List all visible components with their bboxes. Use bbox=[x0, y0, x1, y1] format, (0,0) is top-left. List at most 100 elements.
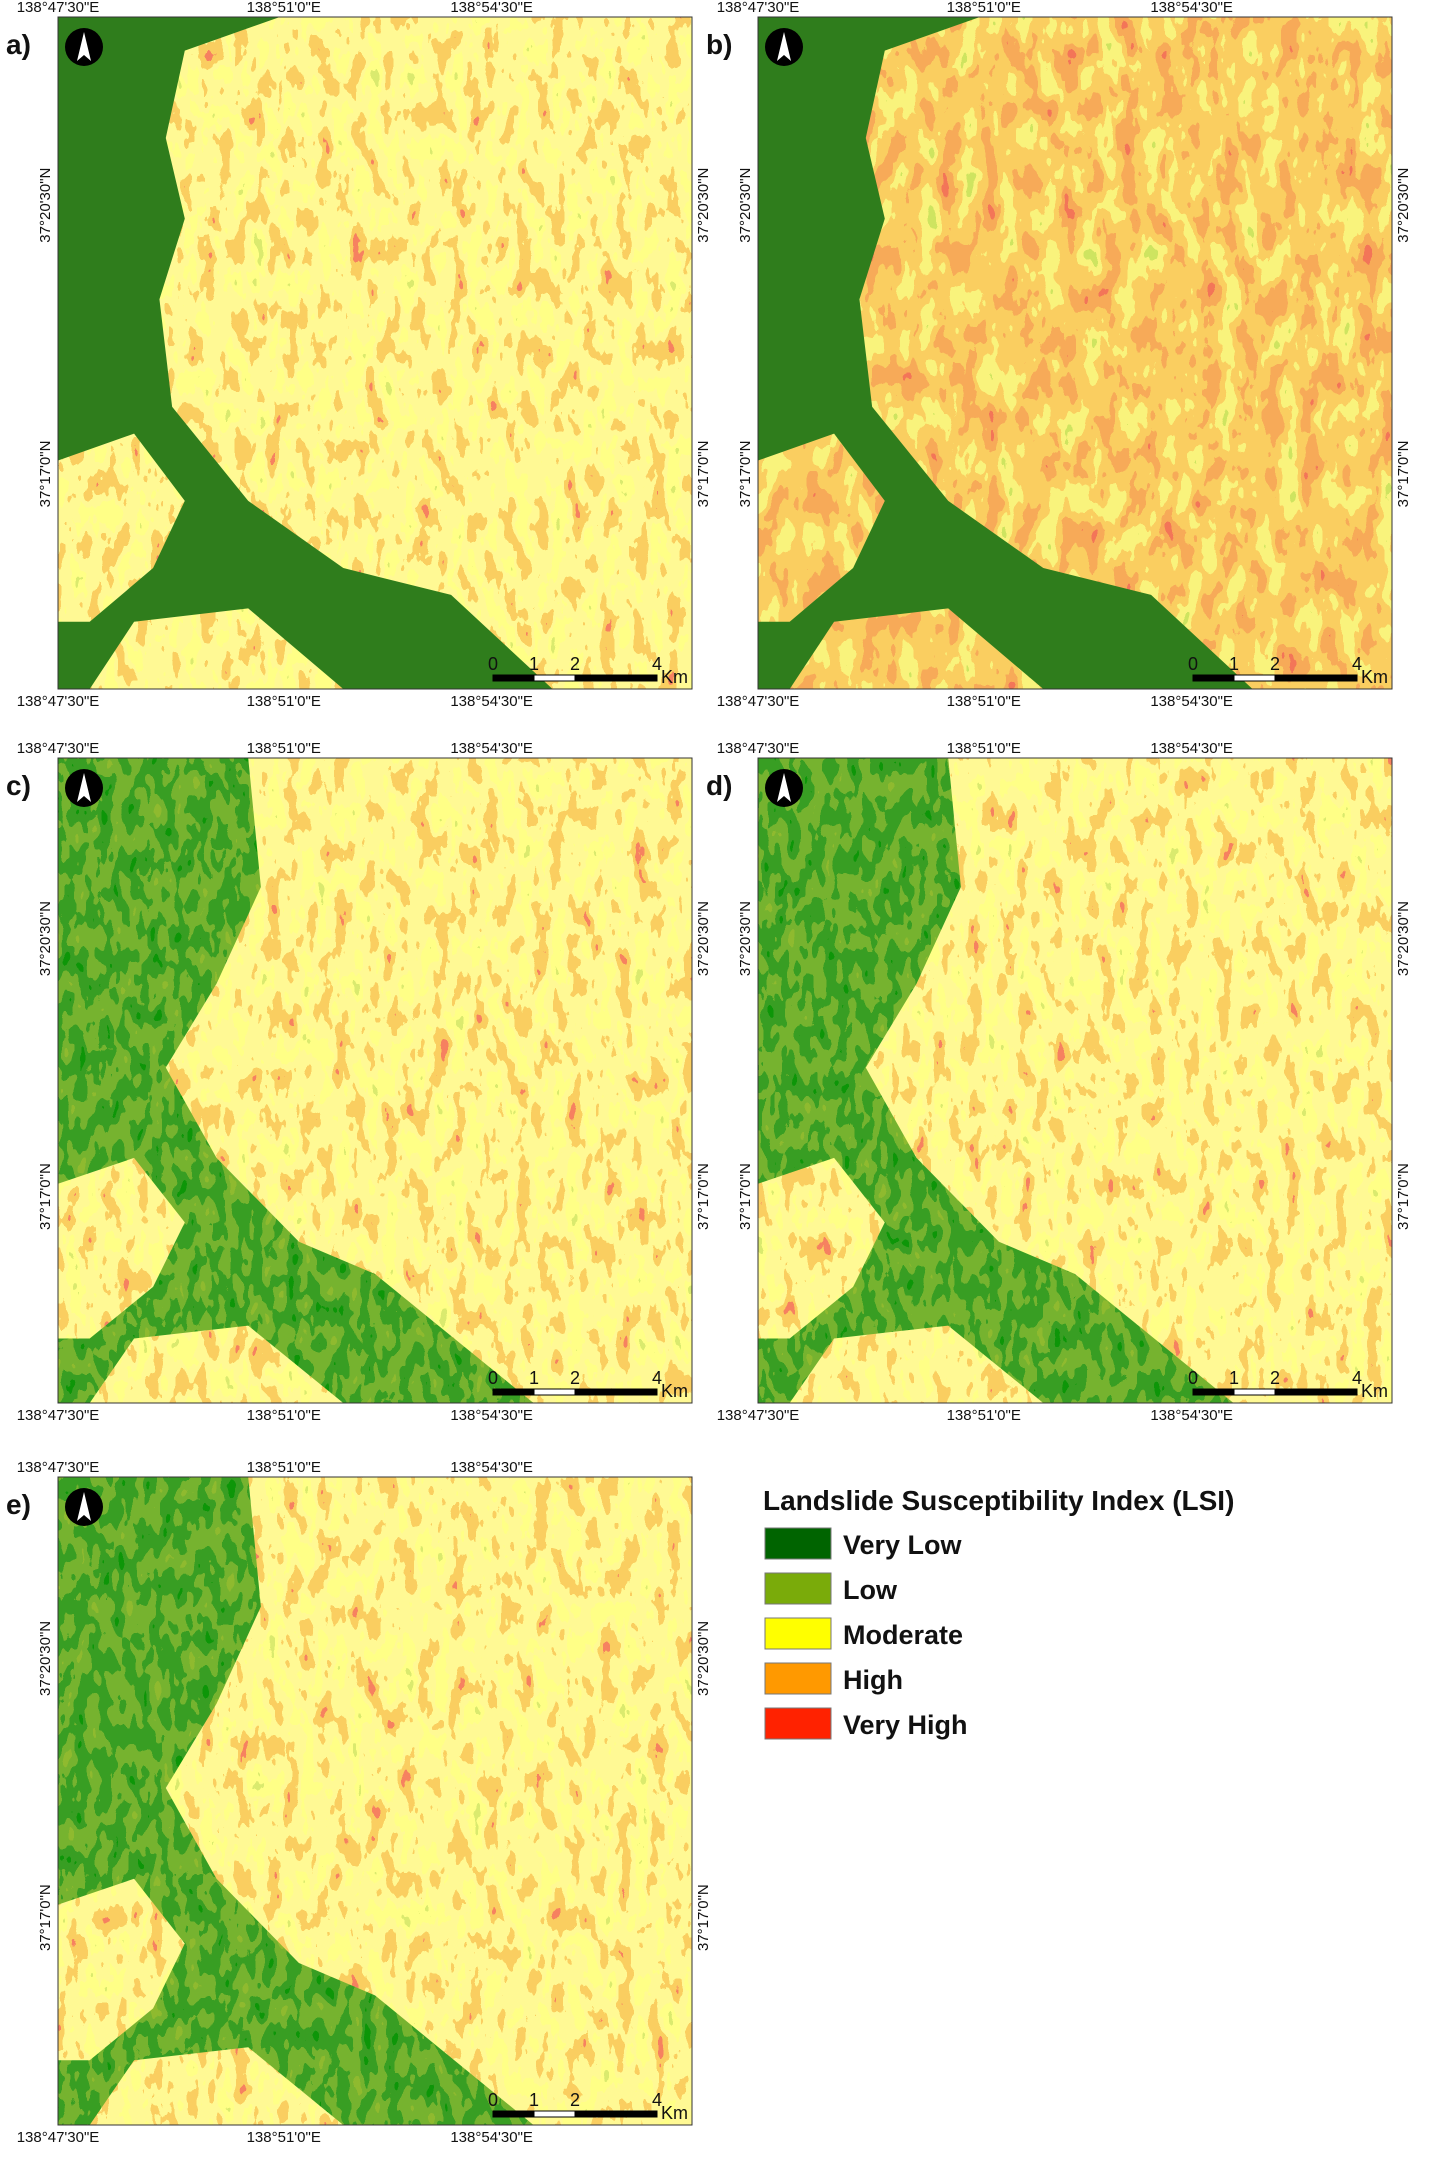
scale-bar-segment bbox=[1274, 674, 1358, 682]
north-arrow bbox=[777, 32, 791, 61]
scale-bar-unit: Km bbox=[1361, 1381, 1388, 1401]
longitude-label: 138°47'30"E bbox=[717, 693, 800, 710]
longitude-label: 138°47'30"E bbox=[17, 1407, 100, 1424]
legend-label: Low bbox=[843, 1575, 898, 1605]
latitude-label: 37°17'0"N bbox=[737, 441, 754, 508]
north-arrow bbox=[77, 773, 91, 802]
legend: Landslide Susceptibility Index (LSI) Very… bbox=[763, 1485, 1234, 1740]
latitude-label: 37°17'0"N bbox=[1395, 441, 1412, 508]
map-frame bbox=[57, 1476, 693, 2126]
latitude-label: 37°17'0"N bbox=[37, 1163, 54, 1230]
panel-label: d) bbox=[706, 770, 732, 801]
longitude-label: 138°51'0"E bbox=[947, 0, 1021, 16]
longitude-label: 138°51'0"E bbox=[247, 693, 321, 710]
map-panel: b) 138°47'30"E 138°47'30"E 138°51'0"E 138°51… bbox=[706, 0, 1412, 710]
longitude-label: 138°47'30"E bbox=[717, 1407, 800, 1424]
latitude-label: 37°17'0"N bbox=[695, 441, 712, 508]
map-frame bbox=[57, 757, 693, 1404]
scale-bar-unit: Km bbox=[1361, 667, 1388, 687]
scale-bar-segment bbox=[533, 1388, 576, 1396]
scale-bar-segment bbox=[1192, 674, 1235, 682]
legend-label: Very High bbox=[843, 1710, 968, 1740]
scale-bar-segment bbox=[574, 674, 658, 682]
legend-label: High bbox=[843, 1665, 903, 1695]
scale-bar-segment bbox=[533, 2110, 576, 2118]
legend-swatch bbox=[764, 1617, 832, 1650]
longitude-label: 138°47'30"E bbox=[717, 0, 800, 16]
latitude-label: 37°20'30"N bbox=[695, 1621, 712, 1696]
map-layers bbox=[58, 1477, 692, 2125]
scale-bar-label: 1 bbox=[529, 1368, 539, 1388]
longitude-label: 138°54'30"E bbox=[450, 693, 533, 710]
longitude-label: 138°51'0"E bbox=[247, 1407, 321, 1424]
latitude-label: 37°20'30"N bbox=[37, 1621, 54, 1696]
north-arrow bbox=[77, 1492, 91, 1521]
legend-label: Moderate bbox=[843, 1620, 963, 1650]
legend-swatch bbox=[764, 1707, 832, 1740]
scale-bar-segment bbox=[533, 674, 576, 682]
panel-label: c) bbox=[6, 770, 31, 801]
longitude-label: 138°54'30"E bbox=[450, 2129, 533, 2146]
scale-bar-label: 4 bbox=[652, 2090, 662, 2110]
longitude-label: 138°54'30"E bbox=[450, 740, 533, 757]
panel-label: e) bbox=[6, 1489, 31, 1520]
legend-swatch bbox=[764, 1662, 832, 1695]
scale-bar-label: 1 bbox=[1229, 654, 1239, 674]
longitude-label: 138°51'0"E bbox=[947, 740, 1021, 757]
map-frame bbox=[757, 757, 1393, 1404]
longitude-label: 138°47'30"E bbox=[717, 740, 800, 757]
latitude-label: 37°17'0"N bbox=[695, 1884, 712, 1951]
scale-bar-label: 4 bbox=[1352, 1368, 1362, 1388]
longitude-label: 138°47'30"E bbox=[17, 0, 100, 16]
scale-bar-unit: Km bbox=[661, 1381, 688, 1401]
scale-bar-label: 4 bbox=[652, 654, 662, 674]
latitude-label: 37°17'0"N bbox=[737, 1163, 754, 1230]
latitude-label: 37°17'0"N bbox=[695, 1163, 712, 1230]
scale-bar-label: 1 bbox=[529, 2090, 539, 2110]
map-layers bbox=[758, 758, 1392, 1403]
scale-bar-label: 0 bbox=[488, 654, 498, 674]
legend-swatch bbox=[764, 1572, 832, 1605]
latitude-label: 37°20'30"N bbox=[1395, 901, 1412, 976]
scale-bar-segment bbox=[574, 2110, 658, 2118]
scale-bar-label: 2 bbox=[570, 654, 580, 674]
longitude-label: 138°51'0"E bbox=[247, 0, 321, 16]
longitude-label: 138°54'30"E bbox=[1150, 0, 1233, 16]
longitude-label: 138°47'30"E bbox=[17, 693, 100, 710]
scale-bar-label: 0 bbox=[1188, 654, 1198, 674]
scale-bar-segment bbox=[492, 674, 535, 682]
legend-title: Landslide Susceptibility Index (LSI) bbox=[763, 1485, 1234, 1516]
scale-bar-label: 1 bbox=[1229, 1368, 1239, 1388]
scale-bar-unit: Km bbox=[661, 2103, 688, 2123]
longitude-label: 138°51'0"E bbox=[247, 1459, 321, 1476]
map-frame bbox=[57, 16, 693, 690]
longitude-label: 138°54'30"E bbox=[450, 0, 533, 16]
latitude-label: 37°20'30"N bbox=[37, 168, 54, 243]
map-frame bbox=[757, 16, 1393, 690]
scale-bar-segment bbox=[1274, 1388, 1358, 1396]
map-panel: d) 138°47'30"E 138°47'30"E 138°51'0"E 138°51… bbox=[706, 740, 1412, 1424]
map-panel: a) 138°47'30"E 138°47'30"E 138°51'0"E 138°51… bbox=[6, 0, 712, 710]
scale-bar-segment bbox=[1233, 674, 1276, 682]
longitude-label: 138°51'0"E bbox=[247, 2129, 321, 2146]
longitude-label: 138°47'30"E bbox=[17, 1459, 100, 1476]
north-arrow bbox=[77, 32, 91, 61]
latitude-label: 37°20'30"N bbox=[737, 901, 754, 976]
longitude-label: 138°51'0"E bbox=[947, 693, 1021, 710]
panel-label: a) bbox=[6, 29, 31, 60]
longitude-label: 138°47'30"E bbox=[17, 740, 100, 757]
scale-bar-unit: Km bbox=[661, 667, 688, 687]
longitude-label: 138°54'30"E bbox=[450, 1459, 533, 1476]
map-panel: c) 138°47'30"E 138°47'30"E 138°51'0"E 138°51… bbox=[6, 740, 712, 1424]
scale-bar-label: 4 bbox=[652, 1368, 662, 1388]
latitude-label: 37°17'0"N bbox=[37, 441, 54, 508]
scale-bar-label: 4 bbox=[1352, 654, 1362, 674]
latitude-label: 37°20'30"N bbox=[737, 168, 754, 243]
scale-bar-segment bbox=[1192, 1388, 1235, 1396]
map-panel: e) 138°47'30"E 138°47'30"E 138°51'0"E 138°51… bbox=[6, 1459, 712, 2146]
longitude-label: 138°51'0"E bbox=[247, 740, 321, 757]
legend-label: Very Low bbox=[843, 1530, 963, 1560]
scale-bar-label: 2 bbox=[570, 1368, 580, 1388]
longitude-label: 138°51'0"E bbox=[947, 1407, 1021, 1424]
